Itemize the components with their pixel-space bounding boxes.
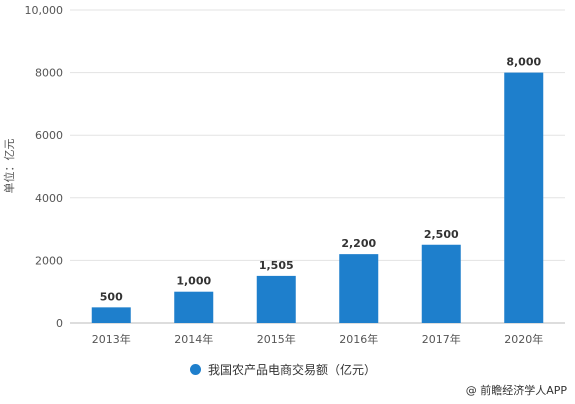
data-label: 2,200 [341, 237, 376, 250]
y-tick-label: 0 [56, 317, 63, 330]
data-label: 1,000 [176, 275, 211, 288]
x-axis-ticks: 2013年 2014年 2015年 2016年 2017年 2020年 [92, 332, 544, 346]
bar[interactable] [256, 275, 296, 323]
y-tick-label: 4000 [35, 192, 63, 205]
bar[interactable] [174, 291, 214, 323]
x-tick-label: 2014年 [174, 332, 213, 346]
grid-lines [70, 9, 565, 324]
data-label: 2,500 [424, 228, 459, 241]
x-tick-label: 2015年 [257, 332, 296, 346]
x-tick-label: 2017年 [422, 332, 461, 346]
bar[interactable] [339, 254, 379, 323]
bar[interactable] [421, 244, 461, 323]
y-tick-label: 2000 [35, 254, 63, 267]
x-tick-label: 2020年 [504, 332, 543, 346]
bar[interactable] [504, 72, 544, 323]
y-axis-label: 单位：亿元 [2, 139, 16, 194]
x-tick-label: 2016年 [339, 332, 378, 346]
data-label: 500 [100, 290, 123, 303]
y-axis-ticks: 0 2000 4000 6000 8000 10,000 [25, 4, 64, 330]
y-tick-label: 6000 [35, 129, 63, 142]
data-label: 1,505 [259, 259, 294, 272]
y-tick-label: 8000 [35, 67, 63, 80]
legend-label: 我国农产品电商交易额（亿元） [208, 363, 377, 377]
legend[interactable]: 我国农产品电商交易额（亿元） [190, 361, 376, 378]
x-tick-label: 2013年 [92, 332, 131, 346]
data-label: 8,000 [506, 56, 541, 69]
y-tick-label: 10,000 [25, 4, 64, 17]
source-credit: @ 前瞻经济学人APP [465, 384, 567, 397]
bars [91, 72, 544, 323]
legend-marker-icon [190, 364, 201, 375]
bar[interactable] [91, 307, 131, 323]
data-labels: 500 1,000 1,505 2,200 2,500 8,000 [100, 56, 542, 304]
